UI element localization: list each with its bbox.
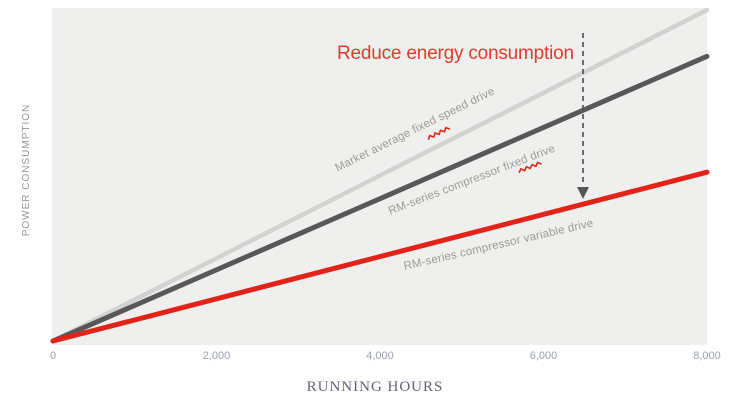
x-axis-ticks: 0 2,000 4,000 6,000 8,000 xyxy=(0,350,750,364)
x-tick-label: 0 xyxy=(49,350,57,362)
x-tick-label: 4,000 xyxy=(366,350,394,362)
x-tick-label: 8,000 xyxy=(693,350,721,362)
y-axis-title: POWER CONSUMPTION xyxy=(21,103,32,237)
x-tick-label: 6,000 xyxy=(529,350,558,362)
x-axis-title: RUNNING HOURS xyxy=(306,379,444,395)
x-tick-label: 2,000 xyxy=(202,350,231,362)
annotation-reduce-energy: Reduce energy consumption xyxy=(337,43,574,64)
